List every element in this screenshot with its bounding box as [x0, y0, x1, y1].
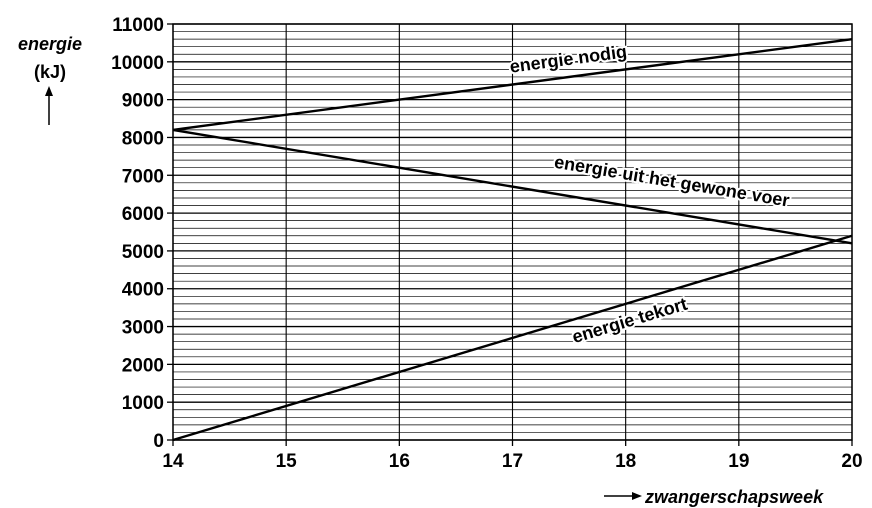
- y-tick-label: 8000: [122, 128, 164, 149]
- series-label-energie-gewone-voer: energie uit het gewone voer: [553, 152, 791, 211]
- x-axis-label: zwangerschapsweek: [644, 487, 824, 507]
- x-tick-label: 17: [502, 451, 523, 472]
- series-line: [172, 234, 853, 442]
- y-axis-label: energie: [18, 34, 82, 54]
- x-tick-label: 18: [615, 451, 636, 472]
- axis-ticks: 0 1000 2000 3000 4000 5000 6000 7000 8000 9000 100…: [111, 15, 862, 472]
- y-tick-label: 3000: [122, 318, 164, 339]
- x-tick-label: 20: [841, 451, 862, 472]
- y-tick-label: 4000: [122, 280, 164, 301]
- series-line: [172, 37, 853, 132]
- y-tick-label: 11000: [112, 15, 164, 36]
- y-tick-label: 6000: [122, 204, 164, 225]
- series-lines: [172, 37, 853, 442]
- x-tick-label: 15: [276, 451, 298, 472]
- y-tick-label: 10000: [111, 53, 164, 74]
- y-tick-label: 7000: [122, 166, 164, 187]
- y-tick-label: 9000: [122, 91, 164, 112]
- y-tick-label: 2000: [122, 355, 164, 376]
- y-tick-label: 5000: [122, 242, 164, 263]
- grid: [172, 23, 853, 441]
- x-axis-arrow: [604, 492, 642, 500]
- y-tick-label: 0: [153, 431, 164, 452]
- x-tick-label: 14: [162, 451, 184, 472]
- x-tick-label: 16: [389, 451, 410, 472]
- series-line: [172, 128, 853, 245]
- y-axis-unit: (kJ): [34, 62, 66, 82]
- y-axis-arrow: [45, 86, 53, 125]
- x-tick-label: 19: [728, 451, 749, 472]
- y-tick-label: 1000: [122, 393, 164, 414]
